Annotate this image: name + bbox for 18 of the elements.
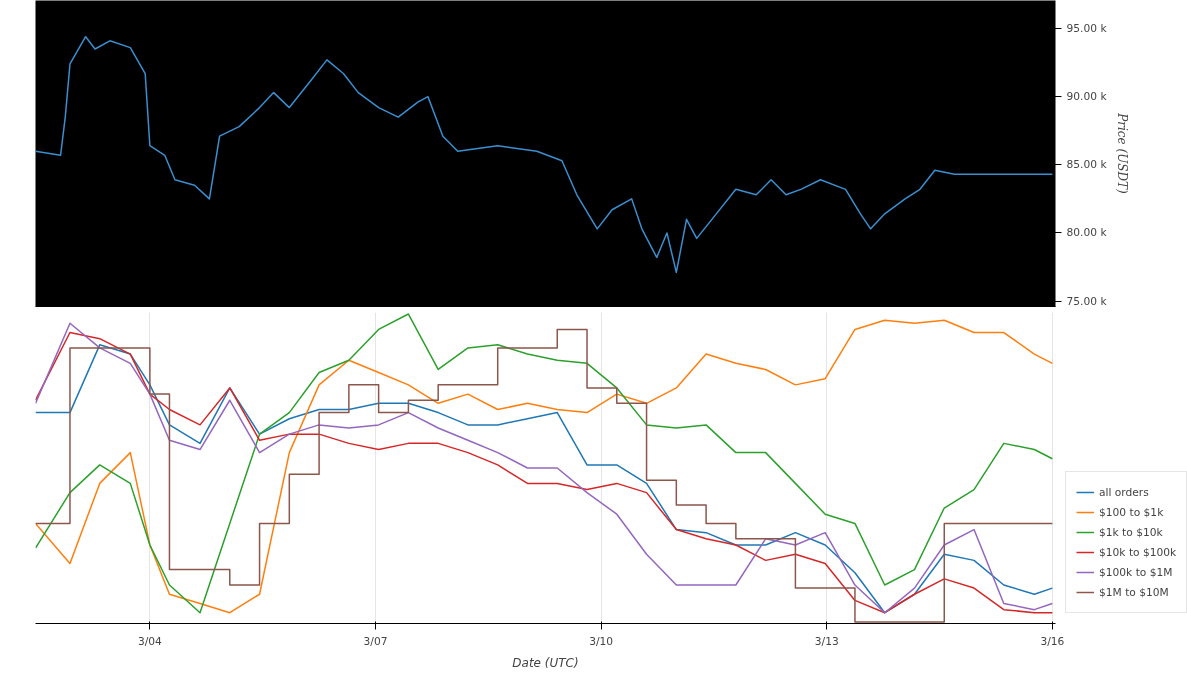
- x-tick-label: 3/04: [137, 634, 163, 648]
- legend-label: all orders: [1099, 485, 1149, 499]
- x-tick-label: 3/16: [1040, 634, 1065, 648]
- legend-label: $1M to $10M: [1099, 585, 1169, 599]
- y-tick-label: 90.00 k: [1066, 90, 1108, 104]
- x-tick-label: 3/07: [363, 634, 388, 648]
- y-tick-label: 75.00 k: [1066, 294, 1108, 308]
- y-tick-label: 95.00 k: [1066, 22, 1108, 36]
- legend-label: $10k to $100k: [1099, 545, 1177, 559]
- y-tick-label: 80.00 k: [1066, 226, 1108, 240]
- y-axis-title: Price (USDT): [1114, 112, 1129, 195]
- legend-label: $1k to $10k: [1099, 525, 1163, 539]
- legend-label: $100k to $1M: [1099, 565, 1173, 579]
- x-tick-label: 3/13: [814, 634, 839, 648]
- x-tick-label: 3/10: [589, 634, 614, 648]
- y-tick-label: 85.00 k: [1066, 158, 1108, 172]
- x-axis-title: Date (UTC): [512, 655, 579, 670]
- legend-label: $100 to $1k: [1099, 505, 1164, 519]
